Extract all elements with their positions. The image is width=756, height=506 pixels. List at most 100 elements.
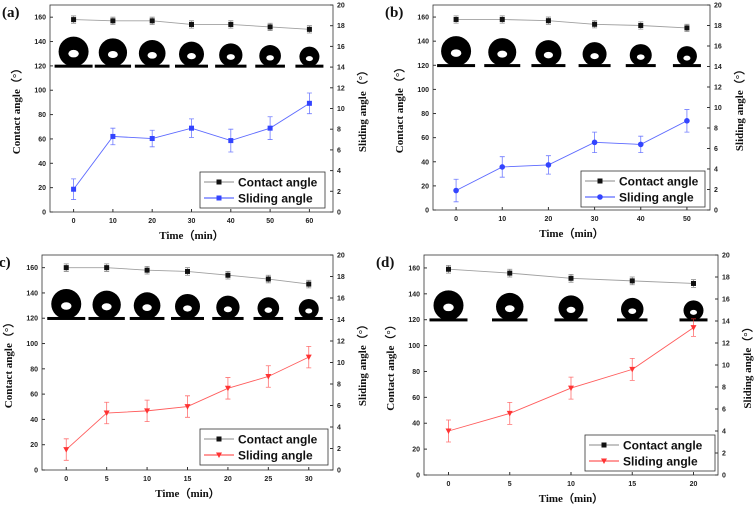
data-point bbox=[267, 125, 273, 131]
data-point bbox=[690, 325, 697, 331]
droplet-highlight bbox=[683, 55, 691, 61]
data-point bbox=[499, 16, 505, 22]
y-tick-label: 160 bbox=[417, 15, 429, 22]
y-tick-label: 80 bbox=[30, 366, 38, 373]
x-tick-label: 60 bbox=[306, 218, 314, 225]
y2-tick-label: 14 bbox=[722, 319, 730, 326]
x-tick-label: 5 bbox=[508, 481, 512, 488]
droplet-highlight bbox=[566, 306, 576, 314]
panel-label: (d) bbox=[376, 255, 394, 271]
droplet-highlight bbox=[147, 51, 157, 59]
droplet-image bbox=[88, 290, 125, 320]
y2-tick-label: 12 bbox=[337, 85, 345, 92]
legend-marker bbox=[601, 442, 607, 448]
x-tick-label: 10 bbox=[567, 481, 575, 488]
legend-label: Sliding angle bbox=[238, 192, 313, 206]
y2-tick-label: 4 bbox=[714, 167, 718, 174]
droplet-image bbox=[129, 292, 165, 320]
y-tick-label: 40 bbox=[30, 417, 38, 424]
y2-tick-label: 16 bbox=[722, 297, 730, 304]
droplet-image bbox=[578, 42, 611, 68]
droplet-image bbox=[255, 44, 285, 68]
data-point bbox=[684, 118, 690, 124]
y-tick-label: 160 bbox=[34, 15, 46, 22]
legend-label: Contact angle bbox=[238, 433, 318, 447]
data-point bbox=[228, 21, 234, 27]
data-point bbox=[144, 408, 151, 414]
y-tick-label: 160 bbox=[408, 265, 420, 272]
x-tick-label: 0 bbox=[454, 216, 458, 223]
x-tick-label: 50 bbox=[266, 218, 274, 225]
y-axis-label: Contact angle（°） bbox=[2, 317, 15, 408]
legend-marker bbox=[597, 178, 603, 184]
data-point bbox=[453, 187, 459, 194]
droplet-image bbox=[54, 36, 93, 68]
y2-tick-label: 14 bbox=[337, 317, 345, 324]
y2-tick-label: 2 bbox=[714, 187, 718, 194]
y-tick-label: 120 bbox=[408, 317, 420, 324]
droplet-image bbox=[253, 297, 284, 320]
data-point bbox=[507, 270, 513, 276]
series-line bbox=[456, 19, 687, 29]
droplet-image bbox=[94, 38, 132, 68]
droplet-highlight bbox=[504, 305, 515, 313]
data-point bbox=[499, 164, 506, 170]
y-tick-label: 60 bbox=[412, 395, 420, 402]
data-point bbox=[453, 16, 459, 22]
legend-box bbox=[580, 170, 706, 208]
droplet-highlight bbox=[101, 303, 112, 311]
y2-tick-label: 2 bbox=[722, 451, 726, 458]
droplet-highlight bbox=[497, 50, 508, 58]
y2-tick-label: 20 bbox=[337, 253, 345, 260]
data-point bbox=[71, 186, 77, 192]
y-tick-label: 140 bbox=[408, 291, 420, 298]
droplet-highlight bbox=[636, 54, 645, 60]
data-point bbox=[103, 410, 110, 417]
y2-tick-label: 0 bbox=[337, 210, 341, 217]
x-tick-label: 10 bbox=[109, 218, 117, 225]
y-tick-label: 100 bbox=[34, 88, 46, 95]
droplet-highlight bbox=[223, 306, 233, 313]
data-point bbox=[506, 410, 513, 417]
legend-marker bbox=[216, 195, 222, 201]
y2-tick-label: 20 bbox=[714, 3, 722, 10]
droplet-image bbox=[492, 292, 528, 322]
y2-tick-label: 18 bbox=[337, 274, 345, 281]
y2-tick-label: 20 bbox=[337, 3, 345, 10]
x-tick-label: 40 bbox=[637, 216, 645, 223]
y-tick-label: 20 bbox=[38, 185, 46, 192]
data-point bbox=[638, 23, 644, 28]
y2-tick-label: 18 bbox=[714, 23, 722, 30]
legend-label: Sliding angle bbox=[623, 455, 698, 469]
data-point bbox=[71, 17, 77, 23]
legend-marker bbox=[601, 458, 607, 464]
data-point bbox=[306, 100, 312, 106]
data-point bbox=[104, 265, 110, 271]
legend-label: Contact angle bbox=[238, 176, 318, 190]
x-axis-label: Time（min） bbox=[155, 487, 220, 500]
y-tick-label: 60 bbox=[421, 135, 429, 142]
y-tick-label: 20 bbox=[30, 442, 38, 449]
legend: Contact angle Sliding angle bbox=[580, 170, 706, 208]
y2-tick-label: 0 bbox=[337, 468, 341, 475]
y2-tick-label: 8 bbox=[337, 127, 341, 134]
y-axis-label: Contact angle（°） bbox=[384, 319, 397, 410]
chart-panel: (d)0204060801001201401600246810121416182… bbox=[376, 253, 754, 506]
chart-panel: (a)0204060801001201401600246810121416182… bbox=[2, 3, 369, 243]
legend-marker bbox=[216, 179, 222, 185]
y2-tick-label: 8 bbox=[722, 385, 726, 392]
y-tick-label: 0 bbox=[34, 468, 38, 475]
legend-label: Contact angle bbox=[619, 175, 699, 189]
legend-label: Sliding angle bbox=[619, 191, 694, 205]
y-tick-label: 60 bbox=[38, 136, 46, 143]
x-tick-label: 20 bbox=[224, 476, 232, 483]
droplet-image bbox=[215, 43, 247, 68]
chart-panel: (c)0204060801001201401600246810121416182… bbox=[0, 253, 369, 501]
droplet-highlight bbox=[305, 308, 313, 314]
y2-tick-label: 10 bbox=[337, 106, 345, 113]
y-tick-label: 0 bbox=[416, 473, 420, 480]
y-tick-label: 20 bbox=[421, 183, 429, 190]
y2-tick-label: 6 bbox=[337, 403, 341, 410]
y-tick-label: 120 bbox=[34, 63, 46, 70]
x-axis-label: Time（min） bbox=[539, 492, 604, 505]
